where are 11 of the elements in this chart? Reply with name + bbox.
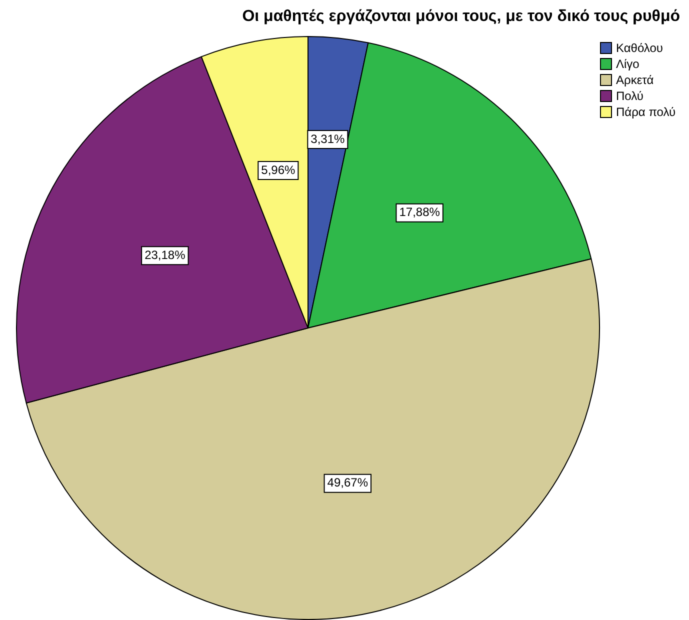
data-label: 3,31% — [310, 132, 346, 146]
data-label: 49,67% — [327, 476, 368, 490]
legend-label: Πάρα πολύ — [616, 105, 676, 119]
legend-label: Αρκετά — [616, 73, 654, 87]
chart-title: Οι μαθητές εργάζονται μόνοι τους, με τον δικό τους ρυθμό — [241, 8, 680, 26]
data-label: 17,88% — [399, 205, 440, 220]
legend-label: Καθόλου — [616, 41, 663, 55]
legend-label: Πολύ — [616, 89, 644, 103]
data-label: 5,96% — [261, 162, 296, 177]
legend-label: Λίγο — [616, 57, 640, 71]
data-label: 23,18% — [144, 248, 186, 262]
